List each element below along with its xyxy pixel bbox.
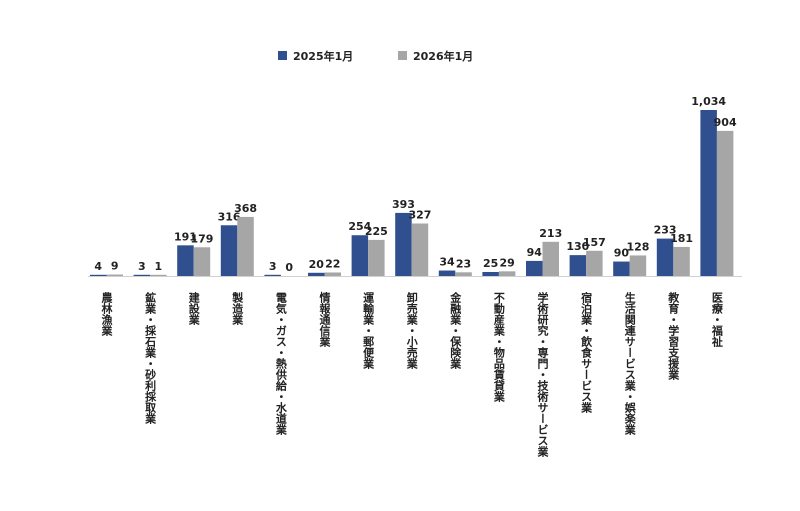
bar-2026-13 (673, 246, 690, 276)
category-label-11: 宿泊業・飲食サービス業 (580, 291, 594, 414)
category-label-4: 電気・ガス・熱供給・水道業 (274, 292, 288, 436)
bar-2025-9 (482, 271, 499, 276)
bar-2025-13 (656, 238, 674, 276)
category-label-6: 運輸業・郵便業 (362, 292, 376, 370)
data-label-2025-14: 1,034 (691, 95, 726, 108)
category-labels: 農林漁業 鉱業・採石業・砂利採取業 建設業 製造業 電気・ガス・熱供給・水道業 情報通信業… (100, 291, 724, 458)
data-label-2026-6: 225 (365, 225, 388, 238)
data-label-2026-8: 23 (456, 257, 471, 270)
data-label-2025-3: 316 (218, 210, 241, 223)
data-label-2026-13: 181 (670, 232, 693, 245)
data-label-2025-7: 393 (392, 198, 415, 211)
bar-2026-7 (411, 223, 429, 276)
bar-2025-14 (700, 110, 717, 276)
bar-2026-10 (542, 241, 559, 276)
data-label-2025-1: 3 (138, 260, 146, 273)
legend-2025-swatch (278, 51, 287, 60)
data-label-2025-4: 3 (269, 260, 277, 273)
bar-2026-9 (498, 271, 516, 276)
data-label-2025-12: 90 (614, 247, 630, 260)
category-label-12: 生活関連サービス業・娯楽業 (623, 291, 637, 436)
bar-2026-8 (455, 272, 472, 276)
data-label-2025-10: 94 (527, 246, 543, 259)
data-label-2025-11: 130 (566, 240, 589, 253)
bar-2025-4 (264, 274, 281, 276)
bar-2025-8 (438, 270, 456, 276)
bar-2025-2 (177, 245, 194, 276)
bar-2026-3 (237, 216, 254, 276)
bar-2025-7 (395, 212, 412, 276)
data-label-2026-7: 327 (408, 209, 431, 222)
category-label-8: 金融業・保険業 (449, 291, 463, 370)
legend-2026-label: 2026年1月 (413, 49, 473, 63)
data-label-2026-0: 9 (111, 260, 119, 273)
category-label-5: 情報通信業 (318, 291, 332, 348)
category-label-2: 建設業 (187, 291, 201, 326)
bar-2026-6 (368, 239, 385, 276)
bar-2026-1 (150, 274, 167, 276)
data-label-2026-5: 22 (325, 257, 340, 270)
category-label-1: 鉱業・採石業・砂利採取業 (144, 291, 158, 425)
data-label-2026-2: 179 (190, 232, 213, 245)
category-label-3: 製造業 (231, 291, 245, 326)
bar-2025-12 (613, 261, 630, 276)
category-label-13: 教育・学習支援業 (667, 291, 681, 381)
bar-2025-5 (308, 272, 325, 276)
bar-2025-1 (133, 274, 151, 276)
category-label-9: 不動産業・物品賃貸業 (492, 292, 506, 403)
data-label-2025-13: 233 (654, 224, 677, 237)
data-label-2026-1: 1 (155, 260, 163, 273)
bar-2026-12 (629, 255, 647, 276)
data-label-2026-11: 157 (583, 236, 606, 249)
legend: 2025年1月 2026年1月 (278, 49, 473, 63)
data-label-2026-14: 904 (714, 116, 737, 129)
data-label-2025-2: 191 (174, 230, 197, 243)
data-label-2025-8: 34 (439, 256, 455, 269)
bar-2026-2 (193, 247, 211, 276)
category-label-0: 農林漁業 (100, 291, 114, 337)
bar-2026-5 (324, 272, 341, 276)
category-label-14: 医療・福祉 (710, 292, 724, 348)
data-label-2026-10: 213 (539, 227, 562, 240)
data-label-2025-6: 254 (348, 220, 371, 233)
data-label-2025-9: 25 (483, 257, 498, 270)
bar-2026-0 (106, 274, 123, 276)
bar-2025-0 (90, 274, 107, 276)
bar-2025-3 (220, 225, 238, 276)
data-label-2026-9: 29 (499, 256, 514, 269)
bar-2025-11 (569, 255, 587, 276)
bar-2025-10 (526, 260, 543, 276)
bar-2026-14 (716, 130, 734, 276)
category-label-7: 卸売業・小売業 (405, 291, 419, 370)
data-label-2025-0: 4 (94, 260, 102, 273)
bar-2026-11 (586, 250, 603, 276)
category-label-10: 学術研究・専門・技術サービス業 (536, 291, 550, 458)
data-label-2026-3: 368 (234, 202, 257, 215)
data-label-2026-4: 0 (285, 261, 293, 274)
data-label-2025-5: 20 (309, 258, 325, 271)
legend-2025-label: 2025年1月 (293, 49, 353, 63)
bar-2025-6 (351, 235, 369, 276)
data-label-2026-12: 128 (626, 240, 649, 253)
legend-2026-swatch (398, 51, 407, 60)
